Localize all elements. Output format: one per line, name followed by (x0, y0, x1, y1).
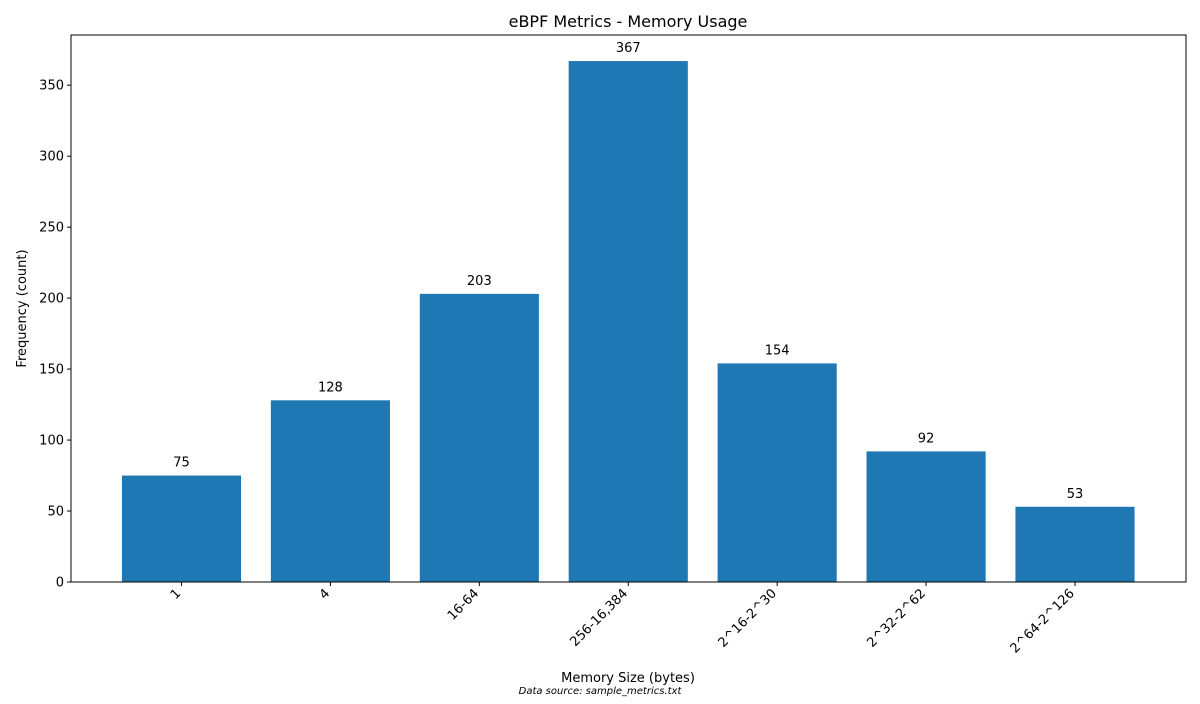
bar-value-label-2: 203 (467, 274, 492, 289)
x-tick-label-3: 256-16,384 (567, 586, 631, 650)
y-tick-label-1: 50 (47, 505, 64, 520)
y-tick-label-4: 200 (39, 292, 64, 307)
bar-5 (866, 451, 986, 582)
bar-0 (121, 475, 242, 582)
data-source-note: Data source: sample_metrics.txt (519, 686, 683, 697)
x-tick-label-6: 2^64-2^126 (1008, 586, 1078, 656)
y-tick-label-3: 150 (39, 363, 64, 378)
x-tick-label-2: 16-64 (445, 586, 482, 623)
y-tick-label-2: 100 (39, 434, 64, 449)
y-axis-label: Frequency (count) (15, 249, 30, 367)
bar-value-label-0: 75 (173, 456, 190, 471)
y-tick-label-5: 250 (39, 221, 64, 236)
bar-4 (717, 363, 837, 582)
bar-value-label-4: 154 (765, 343, 790, 358)
y-tick-label-0: 0 (56, 576, 64, 591)
x-tick-label-4: 2^16-2^30 (716, 586, 780, 650)
bar-value-label-3: 367 (616, 41, 641, 56)
y-tick-label-6: 300 (39, 150, 64, 165)
bar-1 (270, 400, 390, 582)
bar-3 (568, 61, 688, 583)
bar-value-label-6: 53 (1067, 487, 1084, 502)
bar-6 (1015, 506, 1135, 582)
bar-value-label-1: 128 (318, 380, 343, 395)
x-tick-label-1: 4 (317, 586, 333, 602)
bar-value-label-5: 92 (918, 431, 935, 446)
x-axis-label: Memory Size (bytes) (561, 671, 695, 686)
x-tick-label-0: 1 (168, 586, 184, 602)
plot-frame (70, 34, 1187, 583)
x-tick-label-5: 2^32-2^62 (864, 586, 928, 650)
chart-title: eBPF Metrics - Memory Usage (509, 12, 748, 31)
y-tick-label-7: 350 (39, 79, 64, 94)
bar-2 (419, 293, 539, 582)
